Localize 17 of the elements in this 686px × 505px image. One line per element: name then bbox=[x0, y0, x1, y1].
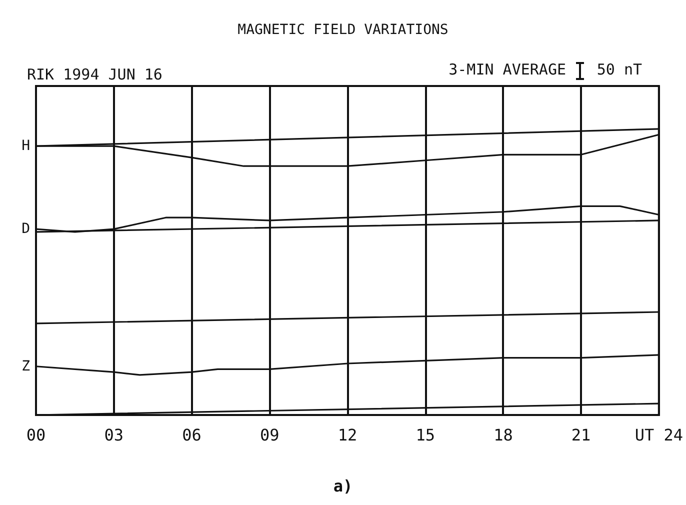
text: 50 nT bbox=[596, 60, 642, 78]
x-tick-label: 03 bbox=[104, 426, 124, 444]
x-tick-label: 09 bbox=[260, 426, 280, 444]
x-tick-label: 12 bbox=[338, 426, 358, 444]
x-tick-label: 00 bbox=[26, 426, 46, 444]
x-tick-label: 06 bbox=[182, 426, 202, 444]
text: a) bbox=[333, 476, 353, 496]
x-tick-label: 18 bbox=[494, 426, 513, 444]
chart-subtitle: RIK 1994 JUN 16 bbox=[27, 66, 162, 84]
x-tick-label: UT 24 bbox=[634, 426, 684, 444]
x-tick-label: 15 bbox=[416, 426, 435, 444]
x-tick-label: 21 bbox=[571, 426, 591, 444]
series-label: H bbox=[22, 138, 30, 154]
text: 3-MIN AVERAGE bbox=[448, 60, 566, 78]
series-label: D bbox=[22, 221, 30, 238]
chart-title: MAGNETIC FIELD VARIATIONS bbox=[238, 22, 448, 38]
series-label: Z bbox=[22, 358, 30, 374]
